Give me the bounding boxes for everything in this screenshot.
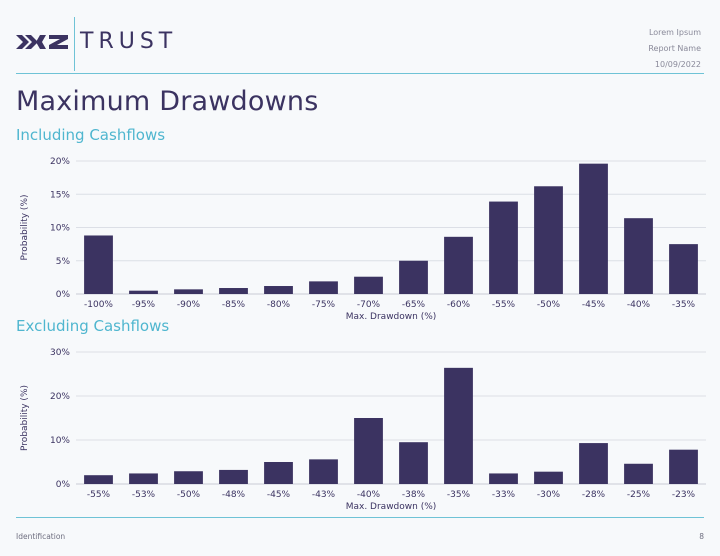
y-tick-label: 5% [56,257,71,267]
xyz-logo [16,35,68,49]
x-tick-label: -90% [177,300,201,310]
x-tick-label: -35% [447,490,471,500]
bar [579,443,608,484]
x-tick-label: -85% [222,300,246,310]
bar [354,276,383,294]
report-header: TRUST Lorem Ipsum Report Name 10/09/2022 [0,0,720,74]
bar [264,462,293,484]
y-tick-label: 30% [50,348,70,358]
y-axis-label: Probability (%) [20,194,30,260]
y-axis-label: Probability (%) [20,385,30,451]
x-axis-label: Max. Drawdown (%) [346,312,437,322]
x-tick-label: -50% [177,490,201,500]
logo-text: TRUST [80,29,178,54]
bar [399,260,428,294]
x-tick-label: -25% [627,490,651,500]
bar [174,289,203,294]
logo-divider [74,17,75,71]
bar [579,163,608,294]
bar [669,449,698,484]
y-tick-label: 0% [56,480,71,490]
meta-line: Report Name [648,44,701,53]
x-tick-label: -95% [132,300,156,310]
header-rule [16,73,704,74]
meta-line: Lorem Ipsum [648,28,701,37]
x-tick-label: -45% [267,490,291,500]
bar [489,473,518,484]
bar [534,186,563,294]
bar [624,218,653,294]
x-tick-label: -55% [87,490,111,500]
bar [219,288,248,294]
x-tick-label: -28% [582,490,606,500]
y-tick-label: 0% [56,290,71,300]
page-number: 8 [699,532,704,541]
x-tick-label: -53% [132,490,156,500]
x-tick-label: -50% [537,300,561,310]
chart-excluding-cashflows: 0% 10% 20% 30% -55% -53% -50% -48% -45% -43% -40% -… [20,348,706,512]
page-title: Maximum Drawdowns [16,86,319,117]
bar [84,475,113,484]
x-tick-label: -75% [312,300,336,310]
bar [264,286,293,294]
bar [534,471,563,484]
x-tick-label: -80% [267,300,291,310]
x-axis-label: Max. Drawdown (%) [346,502,437,512]
bar [624,463,653,484]
y-tick-label: 10% [50,436,70,446]
x-tick-label: -55% [492,300,516,310]
report-meta: Lorem Ipsum Report Name 10/09/2022 [648,25,701,73]
bar [174,471,203,484]
x-tick-label: -70% [357,300,381,310]
meta-line: 10/09/2022 [654,60,701,69]
x-tick-label: -23% [672,490,696,500]
y-tick-label: 20% [50,157,70,167]
bar [444,367,473,484]
x-tick-label: -40% [627,300,651,310]
bar [399,442,428,484]
bar [309,459,338,484]
bar [489,201,518,294]
x-tick-label: -48% [222,490,246,500]
bar [309,281,338,294]
x-tick-label: -65% [402,300,426,310]
x-tick-label: -38% [402,490,426,500]
x-tick-label: -30% [537,490,561,500]
bar [84,235,113,294]
x-tick-label: -33% [492,490,516,500]
bar [219,469,248,484]
x-tick-label: -40% [357,490,381,500]
bar [129,290,158,294]
bar [444,236,473,294]
footer-rule [16,517,704,518]
y-tick-label: 20% [50,392,70,402]
section-title-including: Including Cashflows [16,126,166,144]
footer-identification: Identification [16,532,66,541]
x-tick-label: -60% [447,300,471,310]
x-tick-label: -35% [672,300,696,310]
x-tick-label: -100% [84,300,113,310]
x-tick-label: -43% [312,490,336,500]
bar [129,473,158,484]
chart-including-cashflows: 0% 5% 10% 15% 20% -100% -95% -90% -85% -80% -75% -7… [20,157,706,322]
y-tick-label: 15% [50,190,70,200]
bar [354,418,383,484]
y-tick-label: 10% [50,224,70,234]
section-title-excluding: Excluding Cashflows [16,317,170,335]
x-tick-label: -45% [582,300,606,310]
bar [669,244,698,294]
